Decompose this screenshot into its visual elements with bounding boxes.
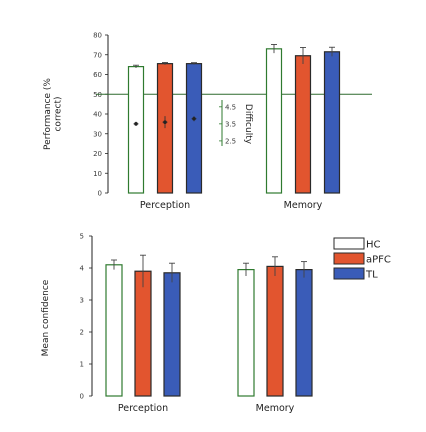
bottom-y-tick-label: 1 [80,361,84,369]
bottom-bar-apfc-perception [134,270,152,397]
bottom-bar-hc-perception [105,264,123,397]
top-difficulty-tick-label: 3.5 [225,120,236,128]
bottom-y-tick-label: 0 [80,393,84,401]
bottom-y-tick-label: 3 [80,297,84,305]
top-bar-tl-perception [185,63,203,194]
bottom-y-tick-label: 2 [80,329,84,337]
top-y-tick-label: 70 [93,51,102,59]
top-bar-hc-perception [127,65,145,194]
top-y-tick-label: 10 [93,170,102,178]
top-y-label-line: Performance (% [43,78,53,150]
top-y-tick-label: 60 [93,71,102,79]
legend-swatch-apfc [333,252,365,265]
top-category-label: Perception [140,200,190,211]
bottom-bar-tl-memory [295,269,313,397]
top-y-tick-label: 0 [98,190,102,198]
top-y-tick-label: 40 [93,111,102,119]
top-difficulty-point-apfc [163,120,167,124]
top-bar-apfc-perception [156,63,174,194]
legend-label-tl: TL [365,270,378,281]
bottom-chart: 0 1 2 3 4 5 Mean confidence Perception Memory [41,233,313,414]
bottom-y-tick-label: 4 [80,265,85,273]
top-y-tick-label: 20 [93,150,102,158]
top-difficulty-label: Difficulty [243,104,253,145]
bottom-category-label: Perception [118,403,168,414]
top-y-axis-label: Performance (%correct) [43,78,63,150]
top-y-tick-label: 30 [93,130,102,138]
bottom-bar-tl-perception [163,272,181,397]
top-category-label: Memory [284,200,323,211]
top-difficulty-point-hc [134,122,138,126]
legend-label-hc: HC [366,240,381,251]
top-bar-tl-memory [323,51,341,194]
legend: HC aPFC TL [333,237,391,281]
bottom-bar-apfc-memory [266,265,284,397]
legend-swatch-tl [333,267,365,280]
legend-label-apfc: aPFC [366,255,391,266]
bottom-bar-hc-memory [237,269,255,397]
top-difficulty-tick-label: 2.5 [225,137,236,145]
top-bar-apfc-memory [294,55,312,194]
top-y-tick-label: 80 [93,32,102,40]
legend-swatch-hc [333,237,365,250]
top-difficulty-point-tl [192,116,196,121]
bottom-category-label: Memory [256,403,295,414]
top-chart: 01020304050607080Performance (%correct)P… [43,32,372,211]
top-difficulty-tick-label: 4.5 [225,103,236,111]
bottom-y-axis-label: Mean confidence [41,279,51,356]
bottom-y-tick-label: 5 [80,233,84,241]
top-y-label-line: correct) [54,96,64,131]
top-bar-hc-memory [265,48,283,194]
